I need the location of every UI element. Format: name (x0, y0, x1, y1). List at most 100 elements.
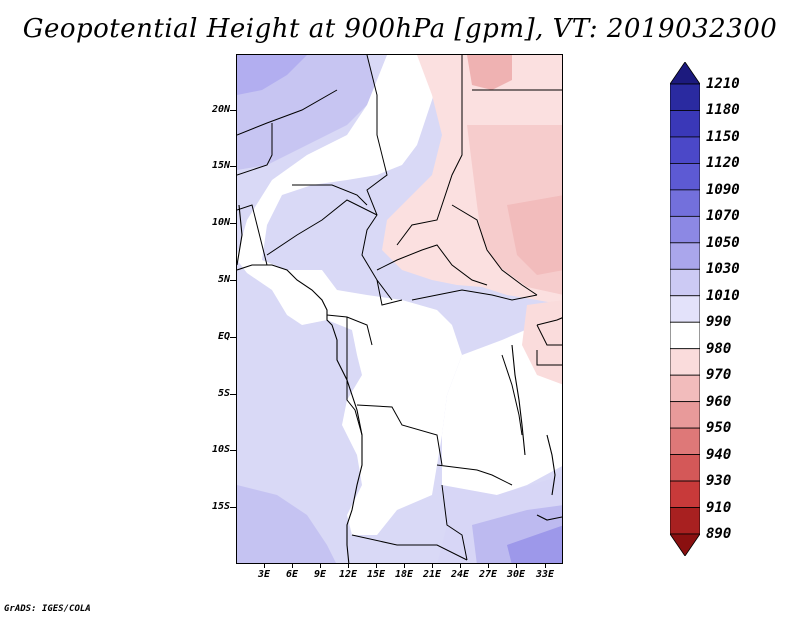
colorbar-swatch (670, 454, 700, 482)
lon-tick (376, 563, 377, 568)
colorbar (670, 62, 700, 556)
colorbar-swatch (670, 163, 700, 191)
lat-label: 15S (211, 501, 230, 512)
lon-tick (320, 563, 321, 568)
lat-tick (230, 110, 236, 111)
border-line (292, 184, 368, 206)
lon-label: 3E (257, 569, 271, 580)
lat-label: 10S (211, 444, 230, 455)
colorbar-label: 950 (706, 420, 732, 437)
colorbar-label: 970 (706, 367, 732, 384)
colorbar-swatch (670, 215, 700, 244)
border-line (436, 464, 513, 486)
land-white-field (237, 55, 462, 535)
lake-victoria (536, 317, 562, 326)
lat-label: 5N (217, 274, 230, 285)
lat-tick (230, 280, 236, 281)
lake-malawi (546, 434, 556, 496)
border-line (237, 204, 268, 266)
colorbar-swatch (670, 480, 700, 508)
colorbar-swatch (670, 374, 700, 403)
colorbar-swatch (670, 321, 700, 350)
lon-tick (545, 563, 546, 568)
south-coastline (536, 514, 562, 521)
border-line (411, 289, 538, 301)
colorbar-label: 890 (706, 526, 732, 542)
colorbar-swatch (670, 295, 700, 323)
colorbar-swatch (670, 427, 700, 455)
lat-label: 10N (211, 217, 230, 228)
colorbar-label: 910 (706, 499, 732, 516)
lon-label: 15E (366, 569, 386, 580)
colorbar-label: 1070 (706, 208, 740, 225)
colorbar-swatch (670, 242, 700, 270)
lon-label: 6E (285, 569, 299, 580)
border-line (361, 55, 393, 301)
colorbar-swatch (670, 136, 700, 164)
colorbar-label: 980 (706, 340, 732, 357)
lon-tick (432, 563, 433, 568)
lat-label: 5S (217, 388, 230, 399)
map-panel (236, 54, 563, 564)
colorbar-label: 1120 (706, 155, 740, 172)
lake-tanganyika (511, 344, 526, 456)
colorbar-label: 1150 (706, 128, 740, 145)
map-field (237, 55, 562, 563)
north-strong-red-field (467, 55, 512, 90)
lat-tick (230, 223, 236, 224)
colorbar-swatch (670, 401, 700, 429)
northwest-strong-field (237, 55, 307, 95)
border-line (237, 89, 338, 136)
atlantic-coastline (237, 264, 363, 563)
colorbar-swatch (670, 533, 700, 556)
lon-tick (348, 563, 349, 568)
colorbar-swatch (670, 189, 700, 217)
colorbar-label: 1180 (706, 102, 740, 119)
lon-label: 27E (478, 569, 498, 580)
lon-tick (264, 563, 265, 568)
colorbar-swatch (670, 62, 700, 85)
lon-tick (292, 563, 293, 568)
border-line (237, 123, 273, 176)
colorbar-swatch (670, 83, 700, 111)
colorbar-label: 940 (706, 446, 732, 463)
lat-tick (230, 337, 236, 338)
southwest-blue-field (237, 485, 336, 563)
lon-label: 9E (313, 569, 327, 580)
border-line (376, 279, 403, 306)
lat-tick (230, 450, 236, 451)
colorbar-label: 1010 (706, 287, 740, 304)
lon-label: 18E (394, 569, 414, 580)
lon-tick (516, 563, 517, 568)
west-coastline (237, 204, 243, 266)
lat-tick (230, 394, 236, 395)
lat-tick (230, 507, 236, 508)
lon-label: 33E (535, 569, 555, 580)
lat-label: EQ (217, 331, 230, 342)
lat-label: 20N (211, 104, 230, 115)
colorbar-swatch (670, 507, 700, 535)
east-strong-red-field (507, 195, 562, 275)
lon-tick (404, 563, 405, 568)
lon-label: 30E (506, 569, 526, 580)
colorbar-swatch (670, 268, 700, 297)
border-line (536, 350, 562, 366)
lon-tick (488, 563, 489, 568)
lat-tick (230, 166, 236, 167)
coastlines (237, 204, 562, 563)
border-line (326, 314, 373, 346)
lon-label: 21E (422, 569, 442, 580)
border-line (376, 244, 488, 286)
border-line (346, 317, 363, 436)
colorbar-label: 1050 (706, 234, 740, 251)
border-line (501, 354, 523, 436)
colorbar-label: 930 (706, 473, 732, 490)
southeast-strong-blue-field (507, 525, 562, 563)
lat-label: 15N (211, 160, 230, 171)
chart-title: Geopotential Height at 900hPa [gpm], VT:… (22, 14, 778, 44)
colorbar-label: 990 (706, 314, 732, 331)
border-line (266, 199, 378, 256)
border-line (451, 204, 538, 296)
credit-text: GrADS: IGES/COLA (4, 604, 91, 614)
colorbar-label: 1210 (706, 76, 740, 92)
